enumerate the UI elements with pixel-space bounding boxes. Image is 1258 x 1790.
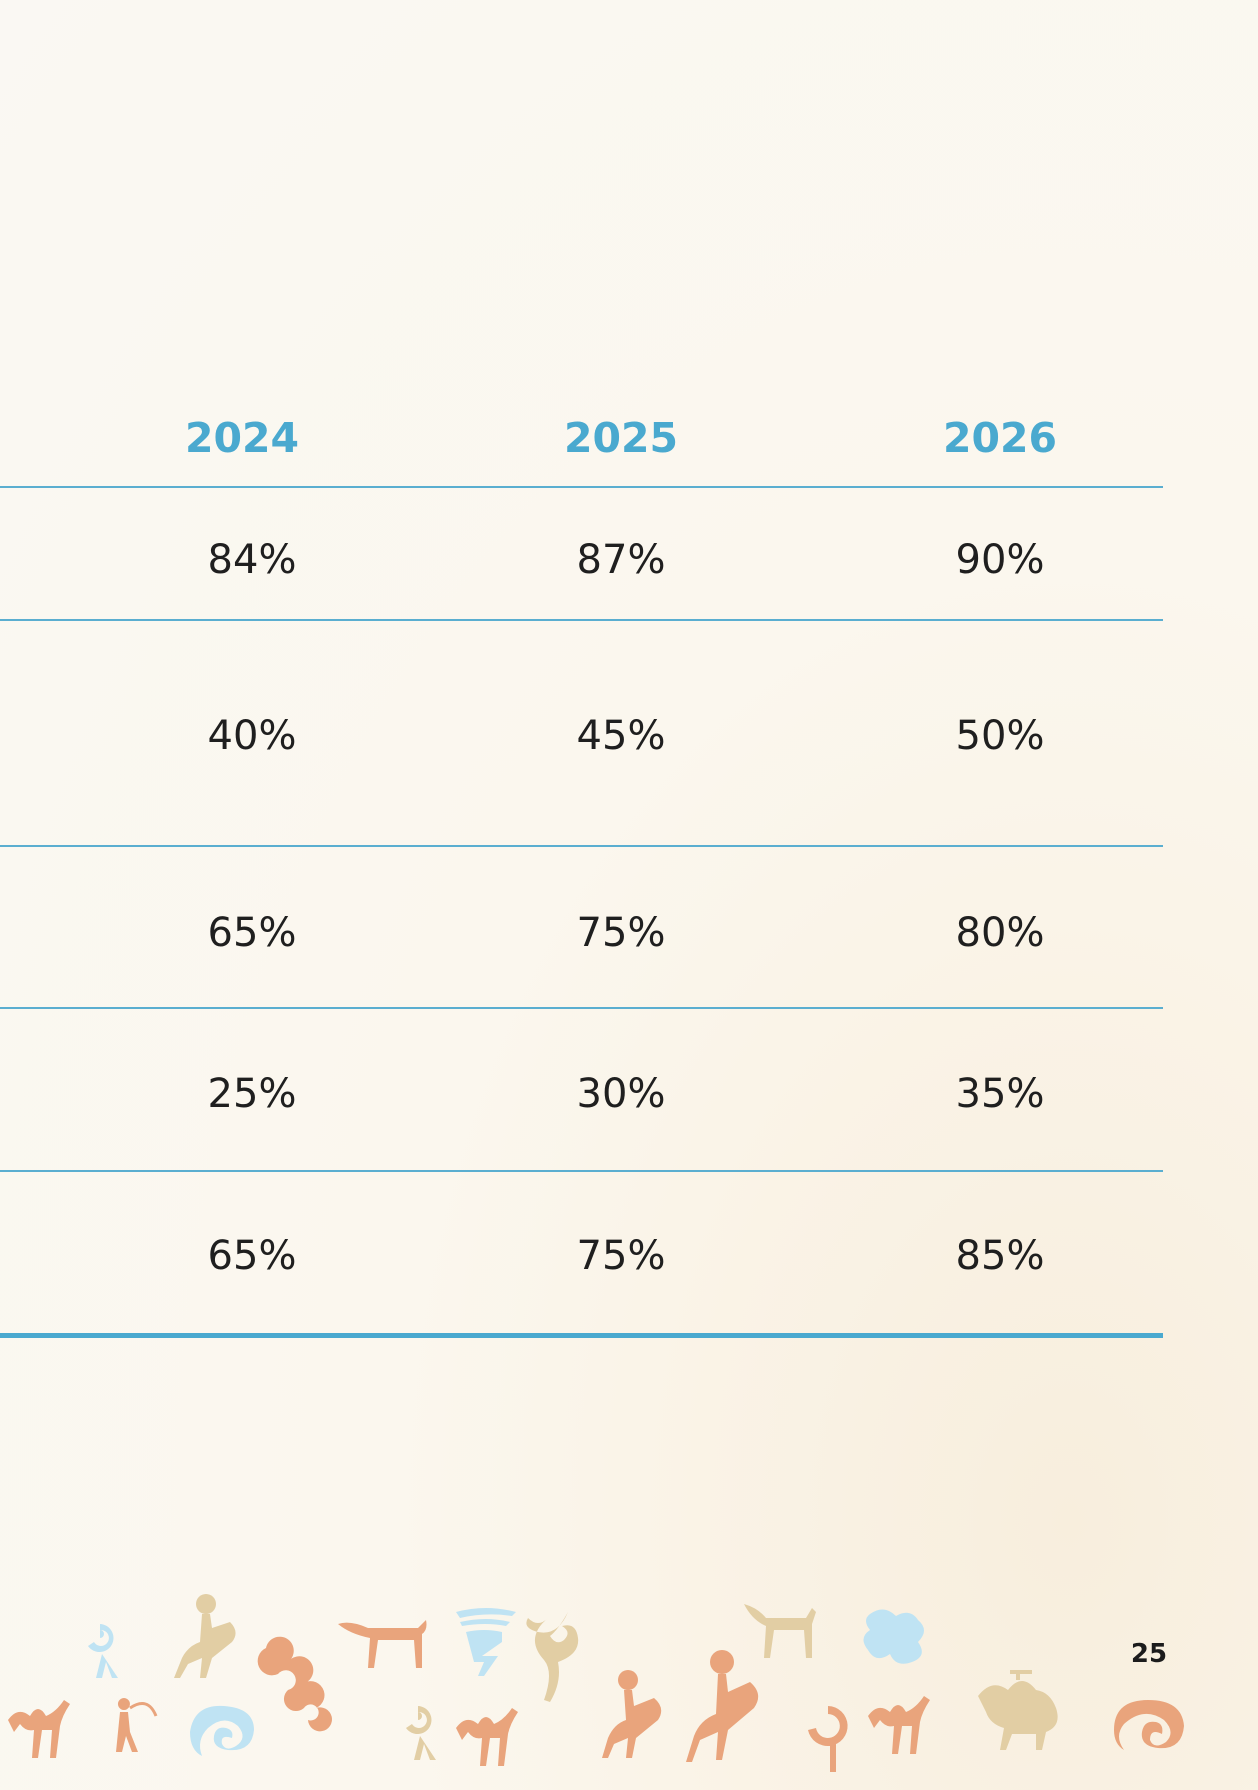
petroglyph-horse-icon	[338, 1620, 427, 1668]
petroglyph-archer-icon	[116, 1698, 158, 1752]
petroglyph-border	[8, 1594, 1184, 1772]
header-2024: 2024	[184, 414, 300, 462]
table-cell: 45%	[576, 713, 666, 759]
table-cell: 75%	[576, 910, 666, 956]
page-number: 25	[1130, 1639, 1168, 1669]
table-cell: 75%	[576, 1233, 666, 1279]
table-cell: 80%	[955, 910, 1045, 956]
row-divider	[0, 1007, 1163, 1009]
ornament-swirl-icon	[808, 1706, 848, 1772]
petroglyph-deer-icon	[456, 1608, 516, 1676]
table-cell: 35%	[955, 1071, 1045, 1117]
table-cell: 65%	[207, 1233, 297, 1279]
ornament-cloud-icon	[190, 1705, 254, 1756]
ornament-cloud-icon	[863, 1609, 924, 1664]
row-divider	[0, 619, 1163, 621]
table-cell: 65%	[207, 910, 297, 956]
petroglyph-camel-icon	[456, 1708, 518, 1766]
petroglyph-camel-icon	[868, 1696, 930, 1754]
table-bottom-rule	[0, 1333, 1163, 1338]
ornament-swirl-icon	[88, 1624, 118, 1678]
ornament-swirl-icon	[1114, 1700, 1184, 1750]
table-cell: 85%	[955, 1233, 1045, 1279]
table-cell: 40%	[207, 713, 297, 759]
ornament-swirl-icon	[526, 1612, 579, 1702]
ornament-swirl-icon	[406, 1706, 436, 1760]
petroglyph-rider-icon	[602, 1670, 662, 1758]
ornament-swirl-icon	[257, 1636, 332, 1732]
petroglyph-camel-icon	[8, 1700, 70, 1758]
table-cell: 30%	[576, 1071, 666, 1117]
table-cell: 87%	[576, 537, 666, 583]
petroglyph-rider-icon	[686, 1650, 759, 1762]
petroglyph-camel-icon	[978, 1670, 1058, 1750]
header-2026: 2026	[942, 414, 1058, 462]
table-cell: 50%	[955, 713, 1045, 759]
table-cell: 25%	[207, 1071, 297, 1117]
petroglyph-rider-icon	[174, 1594, 236, 1678]
petroglyph-goat-icon	[744, 1604, 816, 1658]
header-divider	[0, 486, 1163, 488]
row-divider	[0, 845, 1163, 847]
table-cell: 90%	[955, 537, 1045, 583]
table-cell: 84%	[207, 537, 297, 583]
header-2025: 2025	[563, 414, 679, 462]
row-divider	[0, 1170, 1163, 1172]
